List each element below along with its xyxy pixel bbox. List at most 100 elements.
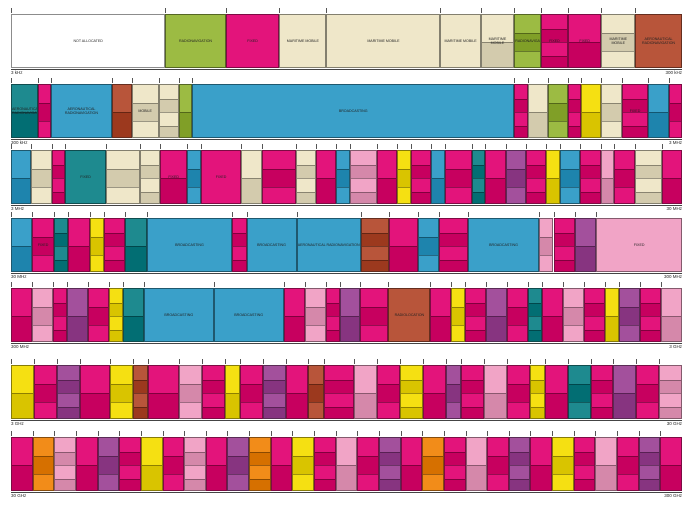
allocation-sub-block bbox=[12, 112, 37, 137]
allocation-sub-block bbox=[33, 237, 53, 256]
allocation-sub-block bbox=[669, 121, 681, 137]
frequency-tick bbox=[133, 359, 134, 364]
allocation-block bbox=[600, 150, 615, 204]
allocation-block bbox=[471, 150, 486, 204]
allocation-sub-block bbox=[548, 121, 567, 137]
allocation-sub-block bbox=[315, 465, 335, 480]
allocation-sub-block bbox=[574, 451, 595, 466]
allocation-block: FIXED bbox=[32, 218, 54, 272]
allocation-block bbox=[31, 150, 52, 204]
allocation-sub-block bbox=[390, 246, 417, 271]
frequency-tick bbox=[31, 144, 33, 149]
allocation-sub-block bbox=[542, 55, 567, 67]
frequency-tick bbox=[514, 78, 516, 83]
allocation-block bbox=[378, 437, 401, 491]
allocation-block: FIXED bbox=[596, 218, 682, 272]
allocation-block bbox=[133, 365, 149, 419]
allocation-sub-block bbox=[12, 393, 33, 418]
frequency-tick bbox=[56, 359, 58, 364]
allocation-sub-block bbox=[568, 98, 581, 113]
allocation-sub-block bbox=[411, 191, 431, 203]
frequency-tick bbox=[122, 282, 124, 287]
allocation-sub-block bbox=[33, 255, 53, 271]
allocation-block bbox=[270, 437, 293, 491]
allocation-sub-block bbox=[53, 316, 66, 331]
allocation-sub-block bbox=[554, 232, 574, 247]
allocation-block bbox=[539, 218, 554, 272]
frequency-tick bbox=[601, 78, 603, 83]
frequency-tick bbox=[485, 144, 487, 149]
frequency-tick bbox=[158, 78, 160, 83]
allocation-sub-block bbox=[635, 191, 661, 203]
allocation-sub-block bbox=[472, 191, 485, 203]
allocation-sub-block bbox=[38, 103, 51, 122]
frequency-tick bbox=[51, 144, 53, 149]
band-end-label: 3 MHz bbox=[668, 140, 682, 145]
allocation-block bbox=[66, 288, 88, 342]
allocation-sub-block bbox=[309, 384, 323, 403]
allocation-block bbox=[399, 365, 423, 419]
allocation-sub-block bbox=[324, 406, 354, 418]
allocation-sub-block bbox=[660, 406, 681, 418]
allocation-sub-block bbox=[400, 406, 422, 418]
allocation-sub-block bbox=[111, 402, 132, 418]
allocation-block bbox=[567, 365, 591, 419]
frequency-tick bbox=[451, 282, 453, 287]
allocation-sub-block bbox=[472, 164, 485, 179]
allocation-block: FIXED bbox=[160, 150, 188, 204]
allocation-sub-block bbox=[423, 393, 445, 418]
allocation-block bbox=[505, 150, 527, 204]
allocation-block bbox=[460, 365, 484, 419]
allocation-sub-block bbox=[639, 478, 660, 490]
allocation-sub-block bbox=[350, 164, 376, 179]
allocation-sub-block bbox=[568, 384, 590, 403]
allocation-sub-block bbox=[444, 451, 465, 466]
allocation-block bbox=[430, 288, 452, 342]
frequency-tick bbox=[283, 282, 285, 287]
allocation-sub-block bbox=[529, 302, 542, 317]
allocation-sub-block bbox=[423, 474, 443, 490]
frequency-tick bbox=[79, 359, 81, 364]
allocation-block bbox=[507, 288, 529, 342]
frequency-tick bbox=[439, 212, 441, 217]
frequency-tick bbox=[32, 212, 34, 217]
allocation-sub-block bbox=[378, 402, 399, 418]
allocation-label: FIXED bbox=[80, 175, 91, 179]
allocation-sub-block bbox=[296, 178, 315, 193]
allocation-block bbox=[54, 437, 76, 491]
frequency-tick bbox=[339, 282, 341, 287]
frequency-tick bbox=[486, 282, 488, 287]
allocation-sub-block bbox=[615, 169, 634, 188]
allocation-block bbox=[68, 218, 90, 272]
allocation-block: FIXED bbox=[200, 150, 242, 204]
allocation-block bbox=[105, 150, 140, 204]
frequency-tick bbox=[178, 78, 180, 83]
allocation-block bbox=[139, 150, 161, 204]
frequency-tick bbox=[239, 359, 241, 364]
allocation-block bbox=[119, 437, 141, 491]
allocation-block: BROADCASTING bbox=[143, 288, 214, 342]
frequency-tick bbox=[213, 282, 215, 287]
allocation-sub-block bbox=[601, 178, 614, 203]
allocation-block: AERONAUTICAL RADIONAVIGATION bbox=[635, 14, 682, 68]
allocation-block bbox=[261, 150, 296, 204]
allocation-sub-block bbox=[527, 164, 546, 179]
allocation-block bbox=[563, 288, 585, 342]
allocation-block bbox=[239, 365, 263, 419]
allocation-block bbox=[314, 437, 336, 491]
allocation-sub-block bbox=[440, 232, 467, 247]
allocation-block: AERONAUTICAL RADIONAVIGATION bbox=[11, 84, 38, 138]
allocation-sub-block bbox=[350, 178, 376, 193]
frequency-tick bbox=[201, 359, 203, 364]
allocation-sub-block bbox=[620, 307, 640, 326]
allocation-block bbox=[506, 365, 530, 419]
allocation-block bbox=[339, 288, 361, 342]
allocation-sub-block bbox=[398, 187, 410, 203]
allocation-block bbox=[552, 437, 574, 491]
allocation-sub-block bbox=[358, 456, 378, 475]
frequency-tick bbox=[187, 144, 189, 149]
allocation-sub-block bbox=[52, 178, 65, 193]
allocation-block bbox=[659, 365, 682, 419]
frequency-tick bbox=[111, 78, 113, 83]
frequency-tick bbox=[108, 282, 110, 287]
